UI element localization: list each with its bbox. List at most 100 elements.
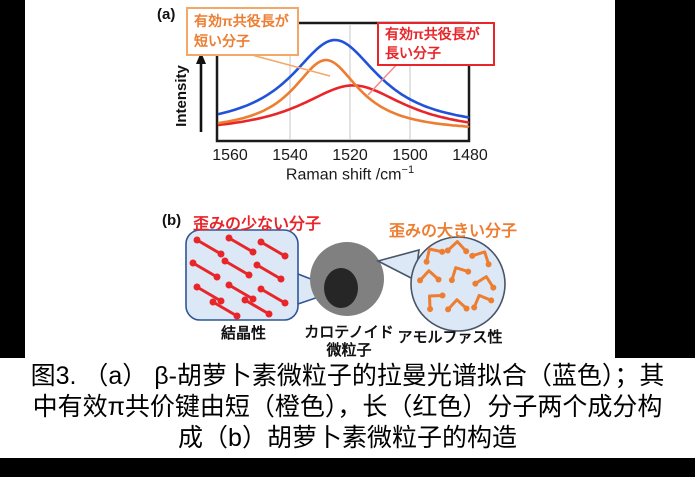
bent-end-dot bbox=[423, 258, 430, 265]
bent-end-dot bbox=[427, 306, 434, 313]
panel-b-label: (b) bbox=[162, 212, 182, 229]
particle-label-line2: 微粒子 bbox=[326, 342, 372, 359]
amorphous-callout bbox=[375, 236, 506, 332]
bent-molecule bbox=[472, 293, 493, 309]
amorphous-label: アモルファス性 bbox=[397, 329, 503, 346]
rod-molecule bbox=[256, 263, 282, 281]
leader-line-short bbox=[251, 54, 331, 77]
rod-end-dot bbox=[193, 283, 201, 291]
rod-end-dot bbox=[277, 275, 285, 283]
bent-end-dot bbox=[465, 268, 472, 275]
spectrum-curves bbox=[217, 38, 470, 128]
rod-molecule bbox=[196, 285, 222, 303]
rod-end-dot bbox=[257, 285, 265, 293]
bent-end-dot bbox=[469, 252, 476, 259]
annotation-short-line1: 有効π共役長が bbox=[194, 13, 289, 29]
bent-end-dot bbox=[463, 305, 470, 312]
caption-line-3: 成（b）胡萝卜素微粒子的构造 bbox=[178, 424, 517, 452]
figure-caption: 图3. （a） β-胡萝卜素微粒子的拉曼光谱拟合（蓝色）；其 中有效π共价键由短… bbox=[0, 361, 695, 454]
particle-label-line1: カロテノイド bbox=[304, 324, 394, 341]
crystalline-molecules bbox=[189, 234, 289, 320]
rod-end-dot bbox=[249, 248, 257, 256]
bent-molecule bbox=[473, 275, 495, 290]
rod-end-dot bbox=[249, 295, 257, 303]
rod-end-dot bbox=[257, 238, 265, 246]
annotation-short-conjugation: 有効π共役長が 短い分子 bbox=[186, 7, 299, 56]
bent-end-dot bbox=[472, 280, 479, 287]
bent-end-dot bbox=[439, 292, 446, 299]
crystalline-label: 結晶性 bbox=[220, 325, 266, 342]
x-axis-label-exponent: −1 bbox=[401, 164, 415, 176]
rod-end-dot bbox=[189, 259, 197, 267]
bent-end-dot bbox=[485, 261, 492, 268]
y-axis-arrow bbox=[196, 52, 206, 132]
low-distortion-label: 歪みの少ない分子 bbox=[193, 216, 322, 233]
x-tick-1540: 1540 bbox=[272, 147, 308, 164]
bent-end-dot bbox=[417, 277, 424, 284]
rod-end-dot bbox=[241, 296, 249, 304]
x-axis-label-text: Raman shift /cm bbox=[285, 166, 402, 184]
bent-end-dot bbox=[448, 277, 455, 284]
rod-molecule bbox=[244, 298, 270, 316]
rod-molecule bbox=[260, 240, 286, 258]
rod-end-dot bbox=[217, 297, 225, 305]
amorphous-molecules bbox=[417, 240, 497, 313]
bent-end-dot bbox=[435, 276, 442, 283]
bent-molecule bbox=[427, 293, 445, 311]
bent-end-dot bbox=[471, 304, 478, 311]
rod-molecule bbox=[228, 283, 254, 301]
bent-end-dot bbox=[490, 284, 497, 291]
panel-a-label: (a) bbox=[157, 6, 176, 23]
bent-molecule bbox=[450, 266, 470, 282]
bent-end-dot bbox=[488, 297, 495, 304]
annotation-long-line2: 長い分子 bbox=[385, 44, 441, 61]
rod-end-dot bbox=[281, 252, 289, 260]
carotenoid-particle bbox=[310, 242, 384, 316]
rod-end-dot bbox=[209, 298, 217, 306]
rod-end-dot bbox=[233, 312, 241, 320]
rod-end-dot bbox=[265, 310, 273, 318]
annotation-long-line1: 有効π共役長が bbox=[385, 26, 480, 42]
rod-end-dot bbox=[221, 257, 229, 265]
annotation-short-line2: 短い分子 bbox=[194, 33, 250, 50]
rod-end-dot bbox=[281, 299, 289, 307]
rod-end-dot bbox=[217, 250, 225, 258]
bent-end-dot bbox=[439, 248, 446, 255]
rod-end-dot bbox=[253, 261, 261, 269]
bent-molecule bbox=[470, 250, 491, 266]
spectrum-curve-1 bbox=[217, 58, 470, 128]
bent-end-dot bbox=[445, 306, 452, 313]
right-black-bar bbox=[615, 0, 695, 358]
rod-molecule bbox=[228, 236, 254, 254]
x-tick-1560: 1560 bbox=[212, 147, 248, 164]
rod-end-dot bbox=[225, 234, 233, 242]
spectrum-curve-0 bbox=[217, 38, 470, 119]
x-tick-1500: 1500 bbox=[392, 147, 428, 164]
rod-end-dot bbox=[193, 236, 201, 244]
bent-molecule bbox=[418, 269, 441, 282]
bent-molecule bbox=[446, 298, 469, 311]
bent-molecule bbox=[446, 240, 468, 253]
rod-end-dot bbox=[213, 273, 221, 281]
rod-molecule bbox=[260, 287, 286, 305]
rod-molecule bbox=[192, 261, 218, 279]
caption-line-2: 中有效π共价键由短（橙色），长（红色）分子两个成分构 bbox=[32, 393, 663, 421]
x-axis-label: Raman shift /cm−1 bbox=[240, 164, 460, 184]
annotation-long-conjugation: 有効π共役長が 長い分子 bbox=[377, 22, 495, 66]
rod-molecule bbox=[212, 300, 238, 318]
leader-line-long bbox=[367, 59, 402, 96]
rod-molecule bbox=[196, 238, 222, 256]
x-tick-1520: 1520 bbox=[332, 147, 368, 164]
bent-molecule bbox=[425, 247, 444, 264]
spectrum-curve-2 bbox=[217, 84, 470, 127]
rod-molecule bbox=[224, 259, 250, 277]
rod-end-dot bbox=[245, 271, 253, 279]
bottom-black-bar bbox=[0, 458, 695, 477]
caption-line-1: 图3. （a） β-胡萝卜素微粒子的拉曼光谱拟合（蓝色）；其 bbox=[30, 362, 665, 390]
left-black-bar bbox=[0, 0, 25, 358]
high-distortion-label: 歪みの大きい分子 bbox=[389, 223, 518, 240]
rod-end-dot bbox=[225, 281, 233, 289]
bent-end-dot bbox=[444, 247, 451, 254]
x-tick-1480: 1480 bbox=[452, 147, 488, 164]
